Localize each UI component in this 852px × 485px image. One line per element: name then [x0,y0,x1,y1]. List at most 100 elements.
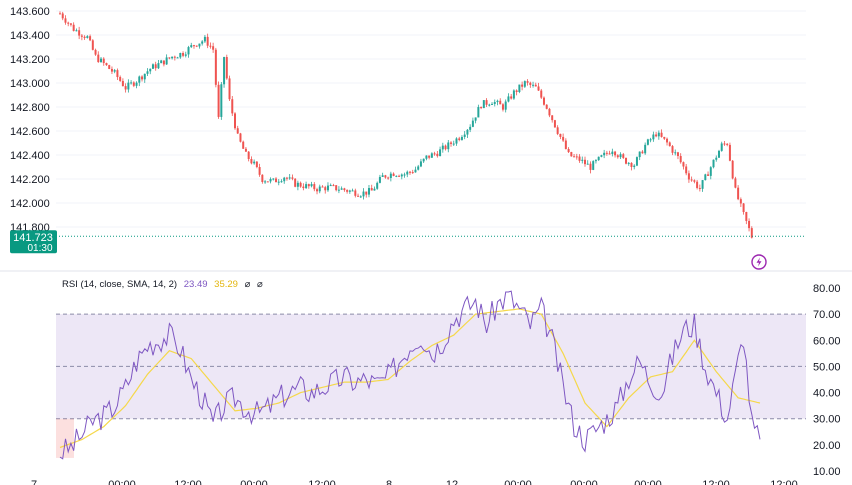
candle [668,141,671,147]
candle [59,11,61,15]
candle [247,151,250,162]
candle [231,96,234,117]
candle [458,136,461,142]
lightning-alert-icon[interactable] [751,254,767,270]
candle [61,11,64,21]
candle [127,79,130,93]
rsi-legend[interactable]: RSI (14, close, SMA, 14, 2) 23.49 35.29 … [62,279,263,290]
candle [646,138,649,146]
candle [234,112,236,130]
candle [299,181,302,188]
candle [414,166,417,173]
candle [553,119,556,128]
candle [447,139,450,153]
candle [523,80,526,88]
candle [321,185,324,188]
candle [116,68,119,81]
rsi-pane[interactable]: 80.00 70.00 60.00 50.00 40.00 30.00 20.00 10.00… [56,279,841,478]
candle [726,142,729,147]
candle [671,145,674,156]
candle [529,81,532,88]
candle [69,23,72,27]
candle [192,44,195,49]
candle [367,184,370,198]
candle [113,68,116,74]
time-axis[interactable]: 7 00:00 12:00 00:00 12:00 8 12 00:00 00:00 00:00 1… [31,479,798,485]
candle [466,128,469,138]
candle [266,181,269,183]
candle [165,54,168,65]
candle [701,179,704,192]
rsi-line [59,290,761,460]
candle [698,184,701,192]
candle [455,137,458,146]
candle [603,149,606,159]
candle [526,79,529,86]
candle [343,187,346,192]
candle [75,28,78,32]
candle [86,35,89,39]
candle [310,181,313,188]
candle [190,42,193,49]
candle [130,80,133,85]
candle [162,60,165,67]
candle [318,184,321,194]
candle [365,191,368,198]
candle [562,133,565,143]
candle [138,75,141,87]
candle [228,75,231,102]
candle [422,158,425,164]
candle [575,153,578,160]
candle [482,100,485,109]
candle [283,176,286,184]
candle [406,170,409,178]
rsi-axis: 80.00 70.00 60.00 50.00 40.00 30.00 20.00 10.00 [813,283,841,478]
candle [206,33,209,49]
candle [135,81,138,89]
candle [78,26,81,40]
visibility-icon[interactable]: ⌀ [245,279,251,290]
candle [400,173,403,180]
candle [474,117,477,124]
candle [504,99,507,113]
candle [493,99,496,107]
candle [264,179,267,184]
candle [480,106,483,110]
candle [674,149,677,156]
candle [608,150,611,155]
candle [717,149,720,158]
candle [403,172,406,178]
candle [548,107,551,118]
candle [335,185,338,192]
candle [428,155,431,160]
candle [540,88,543,99]
time-tick-label: 00:00 [240,479,268,485]
rsi-ma-line [59,308,761,449]
candle [739,197,742,208]
candle [696,179,699,190]
settings-icon[interactable]: ⌀ [257,279,263,290]
grid-lines [56,10,806,228]
candle [436,150,439,158]
candle [108,64,111,70]
candle [376,181,379,190]
candle [682,161,685,170]
candle [715,155,718,162]
candle [269,177,272,184]
price-tick-label: 143.600 [10,6,50,18]
candle [209,42,212,49]
candle [373,186,376,191]
price-pane[interactable]: 143.600 143.400 143.200 143.000 142.800 142.6… [10,6,806,270]
candle [614,150,617,158]
candle [121,78,124,87]
candle [242,140,245,149]
candle [512,89,515,100]
last-price-badge: 141.723 01:30 [10,230,57,254]
candle [510,94,513,100]
candle [537,82,540,91]
candle [198,43,201,49]
candle [291,174,294,181]
candle [316,187,319,195]
candle [573,153,576,158]
